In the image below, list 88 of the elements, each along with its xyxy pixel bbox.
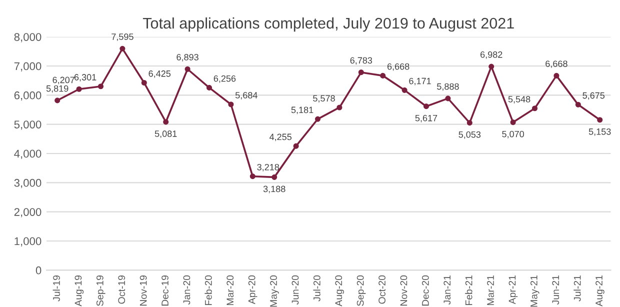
data-label: 6,301: [74, 74, 96, 82]
y-tick-label: 6,000: [14, 91, 42, 101]
data-label: 5,070: [502, 130, 524, 138]
x-tick-label: Jan-20: [183, 275, 190, 305]
x-tick-label: Nov-20: [400, 275, 408, 306]
point: [314, 116, 321, 122]
x-tick-label: Jul-19: [52, 275, 60, 302]
data-label: 3,188: [263, 186, 286, 194]
point: [380, 72, 386, 78]
point: [120, 46, 126, 52]
data-label: 6,893: [176, 54, 198, 62]
x-tick-label: Jun-20: [292, 275, 299, 305]
data-label: 5,684: [235, 92, 258, 100]
data-label: 5,578: [313, 95, 335, 103]
data-label: 6,668: [387, 63, 410, 71]
point: [575, 102, 581, 108]
x-tick-label: Mar-21: [487, 275, 494, 306]
point: [163, 119, 169, 125]
x-tick-label: Jul-20: [313, 275, 320, 302]
data-label: 6,207: [52, 76, 74, 84]
x-tick-label: Jun-21: [552, 275, 560, 305]
y-tick-label: 5,000: [14, 120, 42, 130]
point: [488, 64, 494, 70]
point: [272, 174, 278, 180]
x-tick-label: Oct-20: [378, 275, 386, 304]
point: [54, 98, 60, 104]
data-label: 5,181: [291, 106, 314, 114]
point: [466, 120, 472, 126]
data-label: 5,888: [437, 83, 459, 91]
x-tick-label: Aug-21: [596, 275, 604, 306]
x-tick-label: Sep-19: [96, 275, 106, 306]
point: [358, 70, 364, 76]
x-tick-label: Dec-19: [162, 275, 168, 306]
x-tick-label: Sep-20: [356, 275, 366, 306]
x-tick-label: Mar-20: [226, 275, 234, 306]
data-label: 4,255: [270, 134, 292, 142]
point: [76, 86, 82, 92]
point: [532, 106, 538, 112]
data-label: 6,425: [148, 70, 171, 78]
point: [445, 96, 451, 102]
x-tick-label: Aug-20: [335, 275, 344, 306]
y-tick-label: 2,000: [14, 208, 42, 218]
point: [293, 143, 299, 149]
point: [184, 66, 190, 72]
x-tick-label: Dec-20: [422, 275, 429, 306]
data-label: 6,171: [409, 78, 431, 86]
x-tick-label: Nov-19: [140, 275, 147, 306]
x-tick-label: May-21: [530, 275, 540, 307]
chart-title: Total applications completed, July 2019 to August 2021: [142, 17, 514, 32]
y-tick-label: 1,000: [14, 237, 42, 246]
data-label: 7,595: [112, 34, 134, 41]
point: [206, 84, 212, 90]
y-tick-label: 3,000: [14, 178, 42, 188]
point: [250, 174, 256, 180]
x-tick-label: Oct-19: [118, 275, 126, 304]
y-tick-label: 4,000: [14, 150, 42, 159]
point: [597, 117, 603, 123]
point: [228, 102, 234, 108]
data-label: 6,668: [546, 60, 568, 68]
point: [98, 84, 104, 90]
point: [402, 87, 408, 93]
x-tick-label: Aug-19: [74, 275, 84, 306]
point: [336, 104, 342, 110]
x-tick-label: Jan-21: [444, 275, 451, 305]
point: [423, 104, 430, 110]
y-tick-label: 8,000: [14, 33, 42, 42]
data-label: 3,218: [257, 164, 280, 172]
x-tick-label: Apr-21: [508, 275, 518, 304]
x-tick-label: Feb-20: [204, 275, 212, 306]
x-tick-label: Feb-21: [465, 275, 472, 306]
data-label: 6,982: [480, 51, 502, 59]
x-tick-label: May-20: [270, 275, 279, 307]
data-label: 5,081: [154, 130, 177, 138]
data-label: 5,053: [458, 131, 481, 139]
data-label: 5,617: [415, 114, 438, 122]
data-label: 6,256: [214, 75, 236, 83]
y-tick-label: 0: [36, 266, 42, 274]
data-label: 5,548: [508, 96, 530, 104]
point: [510, 120, 516, 126]
data-label: 6,783: [350, 57, 372, 65]
data-label: 5,819: [46, 85, 68, 93]
data-label: 5,153: [588, 128, 611, 136]
point: [554, 72, 560, 78]
x-tick-label: Apr-20: [248, 275, 258, 304]
y-tick-label: 7,000: [14, 62, 42, 72]
data-label: 5,675: [582, 92, 605, 100]
point: [141, 80, 147, 86]
x-tick-label: Jul-21: [574, 275, 581, 302]
